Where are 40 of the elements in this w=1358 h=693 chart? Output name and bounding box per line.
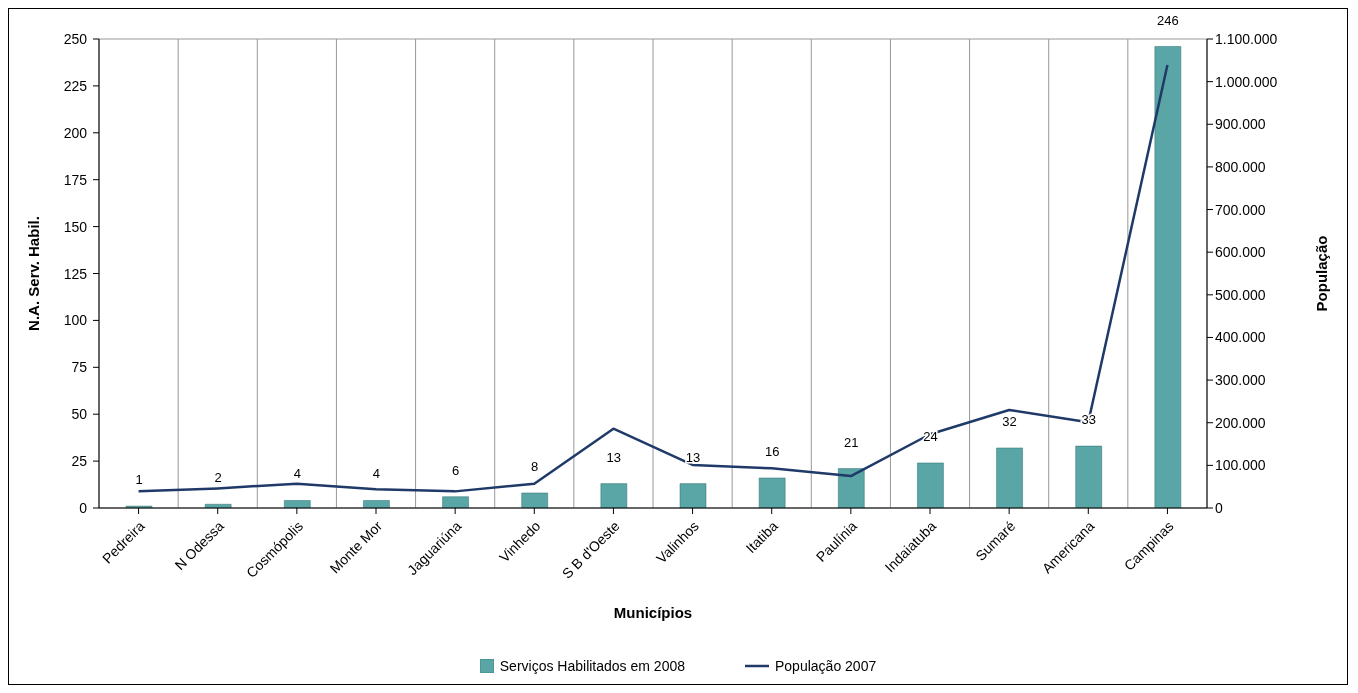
data-label: 246 xyxy=(1157,12,1179,28)
y2-tick-label: 900.000 xyxy=(1215,116,1266,133)
y-tick-label: 125 xyxy=(63,265,88,282)
y2-tick-label: 300.000 xyxy=(1215,372,1266,389)
y-tick-label: 0 xyxy=(79,500,88,516)
y-tick-label: 200 xyxy=(63,124,88,141)
data-label: 13 xyxy=(685,449,701,465)
data-label: 4 xyxy=(293,466,301,482)
x-axis-title: Municípios xyxy=(613,604,693,621)
y2-tick-label: 400.000 xyxy=(1215,329,1266,346)
y-tick-label: 250 xyxy=(63,31,88,47)
y-tick-label: 25 xyxy=(71,453,88,470)
data-label: 8 xyxy=(531,458,539,474)
y2-tick-label: 500.000 xyxy=(1215,286,1266,303)
y2-tick-label: 1.000.000 xyxy=(1215,73,1278,90)
y-tick-label: 50 xyxy=(71,406,88,423)
y2-tick-label: 200.000 xyxy=(1215,414,1266,431)
y2-tick-label: 100.000 xyxy=(1215,457,1266,474)
data-label: 21 xyxy=(844,434,859,450)
data-label: 1 xyxy=(135,472,143,488)
data-label: 6 xyxy=(451,462,460,478)
y2-axis-title: População xyxy=(1313,235,1331,312)
data-label: 16 xyxy=(764,443,780,459)
y2-tick-label: 600.000 xyxy=(1215,244,1266,261)
y-tick-label: 150 xyxy=(63,218,88,235)
y-tick-label: 75 xyxy=(71,359,88,376)
y-tick-label: 225 xyxy=(63,77,88,94)
y-tick-label: 100 xyxy=(63,312,88,329)
y-tick-label: 175 xyxy=(63,171,88,188)
data-label: 4 xyxy=(372,466,381,482)
legend-label: População 2007 xyxy=(775,658,877,674)
legend-label: Serviços Habilitados em 2008 xyxy=(499,658,685,674)
y2-tick-label: 800.000 xyxy=(1215,158,1266,175)
y2-tick-label: 1.100.000 xyxy=(1215,30,1278,47)
data-label: 32 xyxy=(1002,413,1017,429)
y2-tick-label: 700.000 xyxy=(1215,201,1266,218)
y2-tick-label: 0 xyxy=(1215,499,1223,516)
data-label: 2 xyxy=(214,470,222,486)
data-label: 13 xyxy=(606,449,622,465)
y-axis-title: N.A. Serv. Habil. xyxy=(25,216,43,331)
